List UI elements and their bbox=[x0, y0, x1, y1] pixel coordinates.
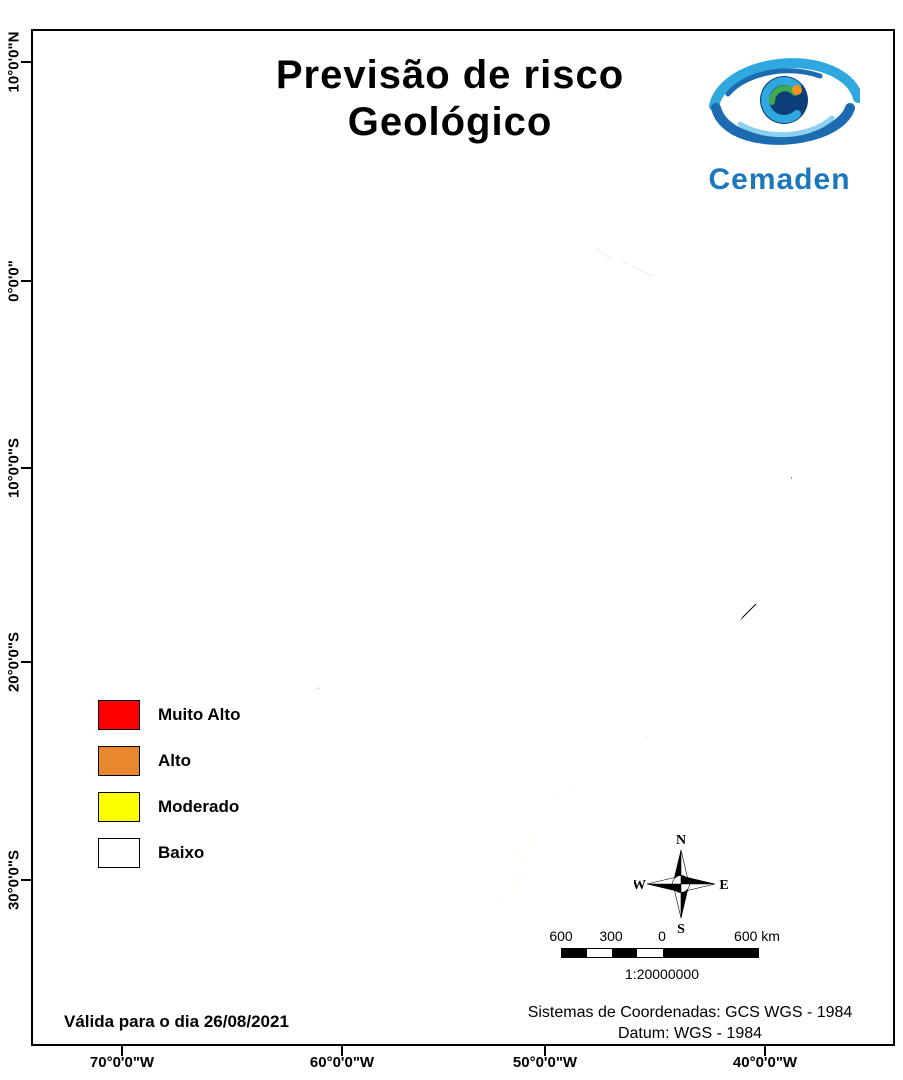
lon-label-70w: 70°0'0"W bbox=[89, 1054, 155, 1071]
compass-star bbox=[646, 849, 716, 919]
compass-rose: N S E W bbox=[634, 833, 729, 937]
cemaden-logo: Cemaden bbox=[697, 46, 863, 197]
lon-tick bbox=[544, 1046, 546, 1056]
legend-label: Alto bbox=[158, 751, 192, 770]
scale-bar-graphic bbox=[561, 948, 759, 958]
scale-ratio: 1:20000000 bbox=[625, 966, 699, 982]
crs-line-1: Sistemas de Coordenadas: GCS WGS - 1984 bbox=[527, 1004, 853, 1021]
lon-tick bbox=[121, 1046, 123, 1056]
legend-item: Baixo bbox=[98, 838, 240, 868]
legend-item: Moderado bbox=[98, 792, 240, 822]
page-title: Previsão de risco Geológico bbox=[150, 52, 750, 146]
lon-tick bbox=[341, 1046, 343, 1056]
lat-label-30s: 30°0'0"S bbox=[5, 849, 23, 911]
lat-label-20s: 20°0'0"S bbox=[5, 631, 23, 693]
risk-legend: Muito Alto Alto Moderado Baixo bbox=[98, 700, 240, 884]
lat-tick bbox=[21, 879, 31, 881]
lat-tick bbox=[21, 467, 31, 469]
lon-label-60w: 60°0'0"W bbox=[309, 1054, 375, 1071]
coordinate-system-note: Sistemas de Coordenadas: GCS WGS - 1984 … bbox=[470, 1002, 903, 1044]
title-line-1: Previsão de risco bbox=[275, 53, 625, 97]
lat-label-10n: 10°0'0"N bbox=[5, 31, 23, 93]
scale-label: 0 bbox=[658, 928, 666, 944]
lat-tick bbox=[21, 61, 31, 63]
compass-east-label: E bbox=[719, 878, 728, 893]
lat-tick bbox=[21, 661, 31, 663]
lon-label-50w: 50°0'0"W bbox=[512, 1054, 578, 1071]
lat-label-0: 0°0'0" bbox=[5, 260, 23, 302]
validity-note: Válida para o dia 26/08/2021 bbox=[64, 1012, 289, 1031]
legend-swatch-alto bbox=[98, 746, 140, 776]
scale-label: 300 bbox=[599, 928, 623, 944]
scale-label: 600 km bbox=[734, 928, 780, 944]
compass-north-label: N bbox=[676, 833, 686, 848]
legend-label: Baixo bbox=[158, 843, 205, 862]
lat-tick bbox=[21, 280, 31, 282]
legend-label: Muito Alto bbox=[158, 705, 241, 724]
legend-swatch-muito-alto bbox=[98, 700, 140, 730]
legend-swatch-moderado bbox=[98, 792, 140, 822]
legend-item: Alto bbox=[98, 746, 240, 776]
compass-south-label: S bbox=[677, 922, 685, 937]
map-frame bbox=[31, 29, 895, 1046]
compass-west-label: W bbox=[634, 878, 646, 893]
crs-line-2: Datum: WGS - 1984 bbox=[617, 1025, 763, 1042]
lon-label-40w: 40°0'0"W bbox=[732, 1054, 798, 1071]
lon-tick bbox=[764, 1046, 766, 1056]
cemaden-eye-icon bbox=[708, 58, 863, 145]
legend-label: Moderado bbox=[158, 797, 240, 816]
legend-item: Muito Alto bbox=[98, 700, 240, 730]
logo-wordmark: Cemaden bbox=[708, 163, 851, 196]
lat-label-10s: 10°0'0"S bbox=[5, 437, 23, 499]
title-line-2: Geológico bbox=[347, 100, 553, 144]
legend-swatch-baixo bbox=[98, 838, 140, 868]
scale-label: 600 bbox=[549, 928, 573, 944]
